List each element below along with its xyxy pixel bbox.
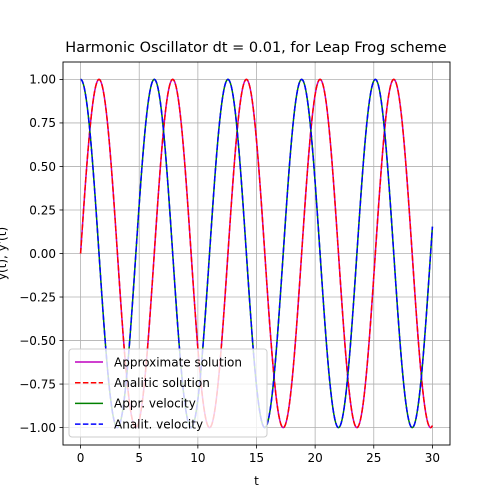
- x-tick-label: 30: [425, 451, 440, 465]
- y-axis-label: y(t), y'(t): [0, 227, 9, 280]
- y-tick-label: 0.25: [29, 203, 56, 217]
- x-tick-label: 5: [135, 451, 143, 465]
- legend-label-2: Analitic solution: [114, 376, 210, 390]
- series-line-2: [79, 78, 434, 429]
- legend: Approximate solution Analitic solution App…: [68, 348, 268, 438]
- ticks: 0 5 10 15 20 25 30 −1.00 −0.75 −0.50 −0.25 0.00 0.25…: [19, 73, 440, 465]
- x-tick-label: 10: [190, 451, 205, 465]
- x-tick-label: 0: [77, 451, 85, 465]
- y-tick-label: 1.00: [29, 73, 56, 87]
- x-tick-label: 25: [366, 451, 381, 465]
- chart-title: Harmonic Oscillator dt = 0.01, for Leap …: [65, 40, 446, 56]
- y-tick-label: −0.25: [19, 290, 56, 304]
- x-axis-label: t: [254, 474, 259, 488]
- y-tick-label: −0.50: [19, 334, 56, 348]
- legend-label-3: Appr. velocity: [114, 397, 196, 411]
- legend-label-4: Analit. velocity: [114, 417, 203, 431]
- y-tick-label: −0.75: [19, 377, 56, 391]
- legend-label-1: Approximate solution: [114, 355, 242, 369]
- y-tick-label: −1.00: [19, 421, 56, 435]
- x-tick-label: 20: [307, 451, 322, 465]
- y-tick-label: 0.75: [29, 116, 56, 130]
- x-tick-label: 15: [249, 451, 264, 465]
- legend-box: [68, 348, 268, 438]
- y-tick-label: 0.50: [29, 160, 56, 174]
- y-tick-label: 0.00: [29, 247, 56, 261]
